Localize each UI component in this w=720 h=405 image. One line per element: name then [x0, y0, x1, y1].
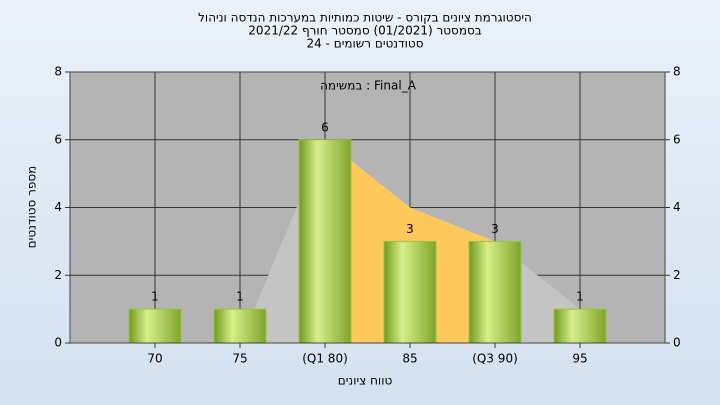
chart-subtitle: סטודנטים רשומים - 24 — [306, 37, 423, 51]
bar — [213, 308, 267, 344]
bar — [553, 308, 607, 344]
y-axis-label: מספר סטודנטים — [25, 166, 39, 249]
x-tick-label: 70 — [147, 352, 162, 366]
data-label: 3 — [406, 222, 414, 236]
bar — [383, 240, 437, 344]
y-tick-label: 2 — [54, 268, 62, 282]
y2-tick-label: 4 — [673, 200, 681, 214]
x-tick-label: (Q3 90) — [472, 352, 518, 366]
data-label: 1 — [151, 290, 159, 304]
y2-tick-label: 8 — [673, 65, 681, 79]
y-tick-label: 8 — [54, 65, 62, 79]
y2-tick-label: 2 — [673, 268, 681, 282]
bar — [128, 308, 182, 344]
annotation: במשימה : Final_A — [320, 79, 417, 93]
data-label: 6 — [321, 120, 329, 134]
data-label: 3 — [491, 222, 499, 236]
chart-title: היסטוגרמת ציונים בקורס - שיטות כמותיות ב… — [198, 11, 532, 25]
data-label: 1 — [236, 290, 244, 304]
y-tick-label: 6 — [54, 132, 62, 146]
x-tick-label: (Q1 80) — [302, 352, 348, 366]
bar — [468, 240, 522, 344]
y-tick-label: 0 — [54, 336, 62, 350]
y2-tick-label: 0 — [673, 336, 681, 350]
x-axis-label: טווח ציונים — [338, 374, 393, 388]
data-label: 1 — [576, 290, 584, 304]
x-tick-label: 95 — [572, 352, 587, 366]
plot-frame — [69, 71, 666, 344]
y2-tick-label: 6 — [673, 132, 681, 146]
x-tick-label: 85 — [402, 352, 417, 366]
bar — [298, 139, 352, 344]
chart-subtitle: בסמסטר (01/2021) סמסטר חורף 2021/22 — [248, 24, 481, 38]
x-tick-label: 75 — [232, 352, 247, 366]
y-tick-label: 4 — [54, 200, 62, 214]
